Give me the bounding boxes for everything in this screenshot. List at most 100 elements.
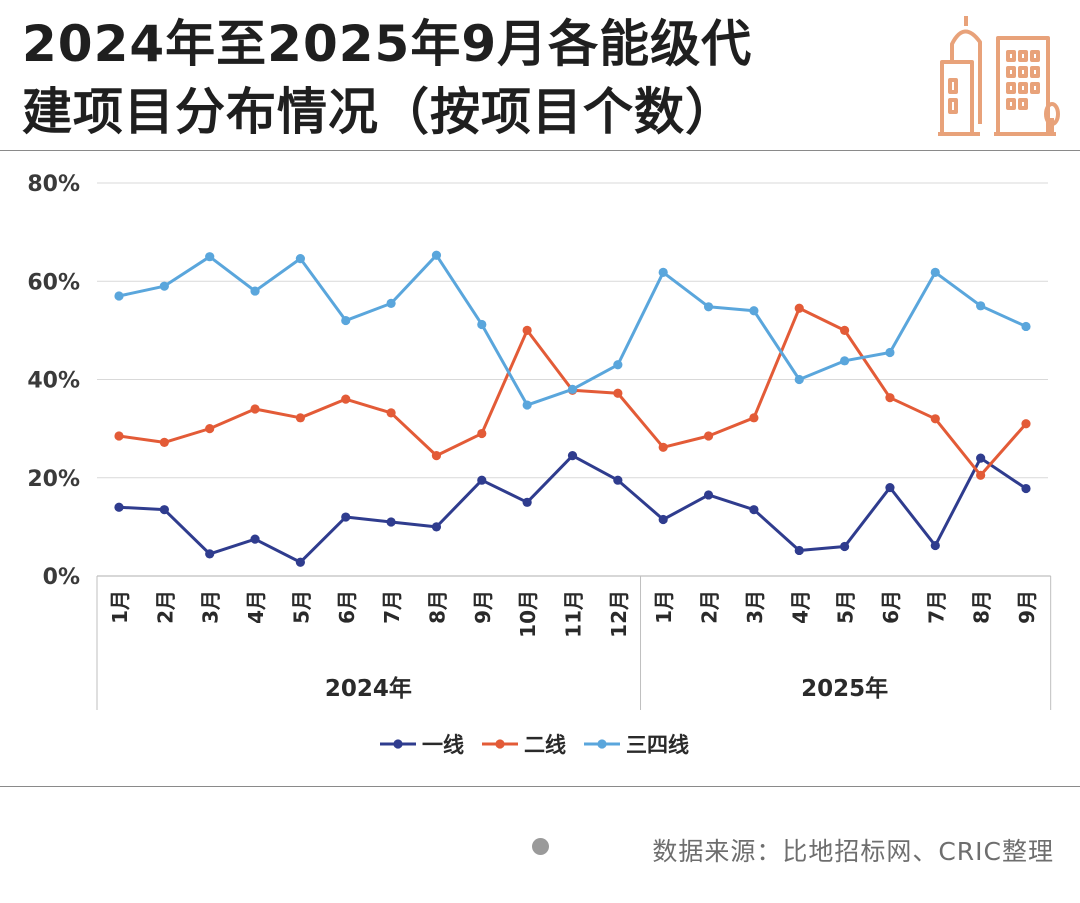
data-point — [930, 267, 940, 278]
data-point — [114, 291, 124, 301]
line-chart: 0% 20% 40% 60% 80% 1月 2月 3月 4月 5月 6月 7月 8月 9月 10月 11月 1… — [27, 172, 1052, 757]
data-point — [295, 254, 305, 264]
data-point — [295, 557, 305, 567]
x-category-label: 5月 — [289, 590, 313, 624]
data-point — [976, 453, 986, 463]
data-point — [976, 470, 986, 480]
y-tick-label: 40% — [27, 369, 80, 394]
data-point — [159, 505, 169, 515]
y-tick-label: 80% — [27, 172, 80, 197]
data-source-note: 数据来源：比地招标网、CRIC整理 — [652, 837, 1054, 866]
data-point — [522, 497, 532, 507]
y-tick-label: 0% — [43, 565, 80, 590]
x-category-label: 1月 — [108, 590, 132, 624]
page-title-line-1: 2024年至2025年9月各能级代 — [22, 15, 753, 73]
data-point — [477, 428, 487, 439]
data-point — [930, 414, 940, 424]
year-group-label: 2024年 — [325, 675, 412, 702]
data-point — [658, 267, 668, 278]
data-point — [205, 252, 215, 262]
data-point — [522, 400, 532, 410]
data-point — [1021, 321, 1031, 332]
data-point — [749, 505, 759, 515]
data-point — [386, 298, 396, 308]
year-group-label: 2025年 — [801, 675, 888, 702]
data-point — [658, 442, 668, 452]
x-category-label: 3月 — [199, 590, 223, 624]
city-buildings-icon — [938, 16, 1060, 136]
data-point — [205, 424, 215, 434]
page-title-line-2: 建项目分布情况（按项目个数） — [22, 83, 736, 141]
data-point — [840, 325, 850, 335]
x-category-label: 10月 — [516, 590, 540, 638]
legend-swatch-marker — [597, 739, 607, 749]
data-point — [477, 475, 487, 485]
bullet-dot — [532, 838, 549, 855]
data-point — [114, 502, 124, 512]
series-line-3 — [118, 253, 1027, 407]
data-point — [658, 514, 668, 525]
data-point — [341, 394, 351, 404]
y-tick-label: 20% — [27, 467, 80, 492]
x-category-label: 9月 — [471, 590, 495, 624]
x-category-label: 4月 — [788, 590, 812, 624]
data-point — [386, 517, 396, 527]
x-category-label: 11月 — [562, 590, 586, 638]
x-category-label: 6月 — [335, 590, 359, 624]
data-point — [703, 431, 714, 441]
x-category-label: 4月 — [244, 590, 268, 624]
x-category-label: 2月 — [153, 590, 177, 624]
legend-label: 三四线 — [626, 733, 689, 757]
data-point — [1021, 419, 1031, 429]
data-point — [386, 408, 396, 418]
data-point — [613, 388, 623, 398]
data-point — [885, 393, 895, 403]
legend-label: 一线 — [422, 733, 464, 757]
x-category-label: 1月 — [652, 590, 676, 624]
legend-swatch-marker — [393, 739, 403, 749]
data-point — [976, 301, 986, 311]
series-line-1 — [118, 454, 1027, 564]
data-point — [431, 522, 442, 532]
data-point — [522, 325, 532, 335]
data-point — [930, 540, 940, 551]
data-point — [613, 475, 623, 485]
x-category-label: 2月 — [698, 590, 722, 624]
x-category-label: 7月 — [924, 590, 948, 624]
data-point — [159, 281, 169, 291]
data-point — [840, 356, 850, 366]
data-point — [749, 413, 759, 423]
data-point — [205, 549, 215, 559]
header-divider — [0, 150, 1080, 151]
data-point — [159, 437, 169, 447]
data-point — [567, 451, 578, 461]
data-point — [431, 451, 442, 461]
x-category-label: 9月 — [1015, 590, 1039, 624]
data-point — [885, 482, 895, 493]
data-point — [703, 490, 714, 500]
data-point — [885, 347, 895, 358]
footer-divider — [0, 786, 1080, 787]
data-point — [114, 431, 124, 441]
data-point — [567, 384, 578, 394]
data-point — [295, 413, 305, 423]
data-point — [341, 512, 351, 522]
x-category-label: 5月 — [834, 590, 858, 624]
data-point — [794, 545, 804, 556]
data-point — [250, 534, 260, 544]
legend-swatch-marker — [495, 739, 505, 749]
data-point — [1021, 483, 1031, 494]
x-category-label: 7月 — [380, 590, 404, 624]
data-point — [749, 306, 759, 316]
x-category-label: 8月 — [970, 590, 994, 624]
x-category-label: 12月 — [607, 590, 631, 638]
data-point — [794, 374, 804, 385]
data-point — [840, 541, 850, 552]
data-point — [431, 250, 442, 260]
x-category-label: 3月 — [743, 590, 767, 624]
legend-label: 二线 — [524, 733, 566, 757]
data-point — [703, 302, 714, 312]
x-category-label: 6月 — [879, 590, 903, 624]
data-point — [250, 404, 260, 414]
data-point — [794, 303, 804, 313]
